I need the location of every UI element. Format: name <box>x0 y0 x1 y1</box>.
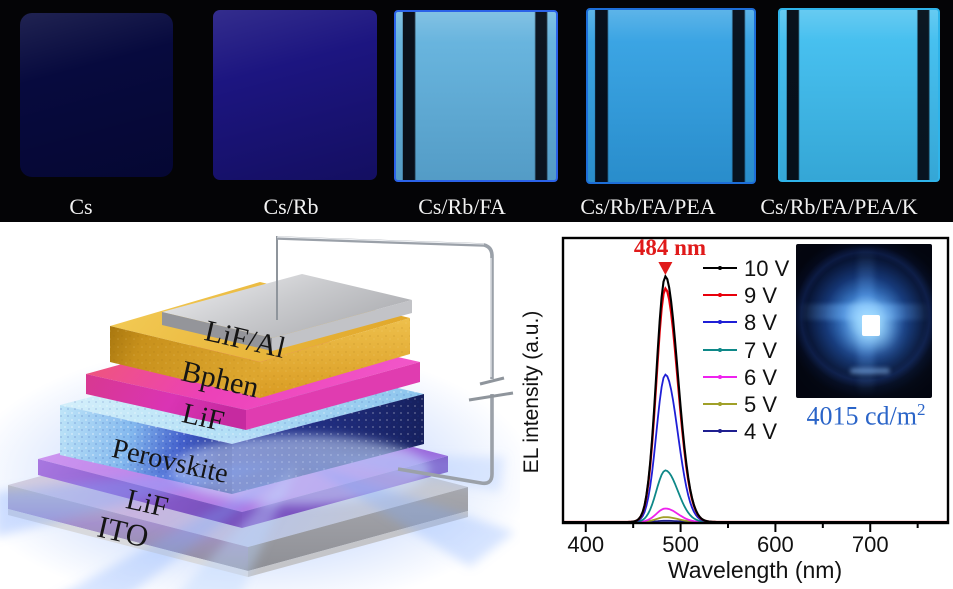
el-spectrum-chart: 400 500 600 700 Wavelength (nm) EL intensit… <box>520 222 953 589</box>
el-curve-6V <box>563 507 948 523</box>
device-photo-cs-rb-fa-pea-k <box>778 8 940 182</box>
peak-marker-triangle <box>658 262 673 275</box>
legend-item: 5 V <box>703 392 777 417</box>
photo-label: Cs/Rb/FA/PEA <box>580 194 716 219</box>
el-device-photo-inset <box>796 244 932 398</box>
x-axis-tick-label: 500 <box>662 532 699 557</box>
device-stack-art <box>0 236 520 589</box>
horizontal-light-ray <box>798 304 930 320</box>
device-structure-diagram: LiF/Al Bphen LiF Perovskite LiF ITO <box>0 222 520 589</box>
legend: 10 V 9 V 8 V 7 V 6 V 5 V 4 V <box>703 256 790 444</box>
svg-text:6 V: 6 V <box>744 365 777 390</box>
legend-item: 10 V <box>703 256 790 281</box>
device-photo-cs-rb-fa <box>394 10 558 182</box>
device-photo-cs-rb <box>213 10 377 180</box>
x-axis-label: Wavelength (nm) <box>668 557 842 583</box>
battery-plate-short <box>479 376 505 386</box>
svg-text:8 V: 8 V <box>744 310 777 335</box>
photo-label: Cs/Rb/FA <box>418 194 506 219</box>
svg-text:10 V: 10 V <box>744 256 790 281</box>
svg-text:4 V: 4 V <box>744 419 777 444</box>
plot-frame <box>561 236 950 525</box>
layer-lif-al <box>162 274 412 351</box>
light-rays <box>0 435 515 589</box>
photo-label: Cs <box>69 194 93 219</box>
legend-item: 8 V <box>703 310 777 335</box>
device-photo-cs <box>20 13 173 177</box>
legend-item: 9 V <box>703 283 777 308</box>
circuit-wire <box>276 236 514 486</box>
emitting-pixel <box>862 315 880 336</box>
luminance-label: 4015 cd/m2 <box>806 400 926 431</box>
legend-item: 4 V <box>703 419 777 444</box>
photo-label: Cs/Rb <box>263 194 319 219</box>
svg-text:5 V: 5 V <box>744 392 777 417</box>
svg-text:9 V: 9 V <box>744 283 777 308</box>
svg-text:7 V: 7 V <box>744 338 777 363</box>
x-axis-tick-label: 700 <box>852 532 889 557</box>
x-axis-tick-label: 600 <box>757 532 794 557</box>
device-photo-cs-rb-fa-pea <box>586 8 756 184</box>
el-curve-7V <box>563 469 948 523</box>
led-photo-strip: Cs Cs/Rb Cs/Rb/FA Cs/Rb/FA/PEA Cs/Rb/FA/… <box>0 0 953 222</box>
legend-item: 6 V <box>703 365 777 390</box>
battery-plate-long <box>468 391 514 402</box>
x-axis-ticks: 400 500 600 700 <box>567 523 919 557</box>
reflection-streak <box>850 368 890 374</box>
y-axis-label: EL intensity (a.u.) <box>520 311 543 474</box>
legend-item: 7 V <box>703 338 777 363</box>
x-axis-tick-label: 400 <box>567 532 604 557</box>
photo-label: Cs/Rb/FA/PEA/K <box>760 194 918 219</box>
peak-annotation-text: 484 nm <box>634 235 706 260</box>
